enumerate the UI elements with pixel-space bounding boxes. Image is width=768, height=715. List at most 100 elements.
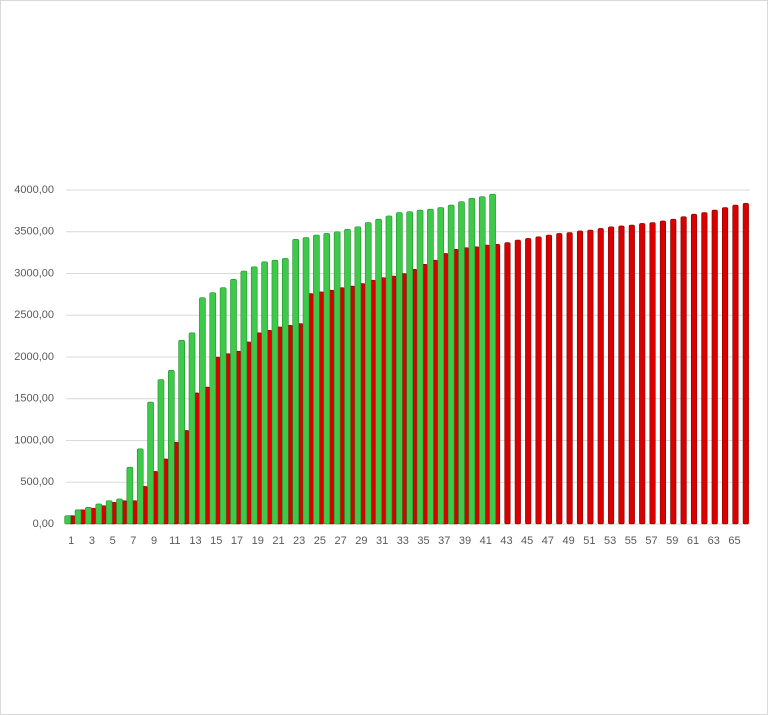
bar: [354, 226, 362, 525]
x-tick-label: 33: [397, 535, 409, 547]
bar: [364, 222, 372, 525]
x-tick-label: 65: [728, 535, 740, 547]
y-tick-label: 0,00: [33, 518, 54, 530]
bar: [271, 259, 279, 525]
bar: [489, 193, 496, 525]
y-tick-label: 3500,00: [14, 226, 54, 238]
bar: [219, 287, 227, 525]
x-tick-label: 13: [189, 535, 201, 547]
bar: [649, 222, 656, 525]
bar: [659, 220, 666, 525]
bar: [147, 401, 154, 525]
bar: [313, 234, 320, 525]
y-tick-label: 2000,00: [14, 351, 54, 363]
x-tick-label: 9: [151, 535, 157, 547]
bar: [168, 370, 175, 525]
bar: [240, 270, 248, 525]
bar: [742, 203, 749, 525]
bar: [576, 230, 584, 525]
bar: [282, 258, 289, 525]
x-tick-label: 37: [438, 535, 450, 547]
bar: [447, 204, 455, 525]
bar: [116, 498, 123, 525]
x-tick-label: 3: [89, 535, 95, 547]
x-tick-label: 51: [583, 535, 595, 547]
x-tick-label: 39: [459, 535, 471, 547]
bar: [597, 228, 604, 525]
bar: [199, 297, 206, 525]
y-tick-label: 2500,00: [14, 309, 54, 321]
bar: [105, 500, 113, 525]
bar: [478, 196, 486, 525]
bar: [504, 242, 511, 525]
bar: [732, 204, 739, 525]
x-tick-label: 45: [521, 535, 533, 547]
bar: [85, 506, 92, 525]
x-tick-label: 57: [645, 535, 657, 547]
x-tick-label: 23: [293, 535, 305, 547]
bar: [74, 509, 82, 525]
bar: [375, 218, 382, 525]
bar: [556, 233, 563, 525]
x-tick-label: 21: [272, 535, 284, 547]
bar: [157, 379, 165, 525]
y-tick-label: 3000,00: [14, 267, 54, 279]
x-tick-label: 49: [563, 535, 575, 547]
bar: [680, 216, 687, 525]
bar: [302, 237, 310, 525]
x-tick-label: 25: [314, 535, 326, 547]
bar: [427, 208, 434, 525]
bar: [323, 233, 331, 525]
bar: [514, 239, 521, 525]
x-tick-label: 11: [169, 535, 180, 547]
bar: [250, 266, 258, 525]
bar: [292, 238, 299, 525]
bar: [639, 223, 646, 525]
x-tick-label: 63: [708, 535, 720, 547]
bar: [396, 212, 403, 525]
x-tick-label: 31: [376, 535, 388, 547]
x-tick-label: 5: [110, 535, 116, 547]
x-tick-label: 27: [335, 535, 347, 547]
bar: [722, 207, 729, 525]
x-tick-label: 53: [604, 535, 616, 547]
x-tick-label: 47: [542, 535, 554, 547]
bar: [608, 226, 615, 525]
bar: [126, 466, 134, 525]
bar: [701, 212, 708, 525]
bar: [230, 279, 237, 525]
bar: [618, 225, 625, 525]
bar: [628, 224, 635, 525]
x-tick-label: 59: [666, 535, 678, 547]
y-tick-label: 500,00: [20, 476, 54, 488]
bar: [406, 211, 413, 525]
bar: [587, 229, 594, 525]
y-tick-label: 1000,00: [14, 434, 54, 446]
x-tick-label: 29: [355, 535, 367, 547]
bar: [136, 448, 144, 525]
bar: [711, 209, 718, 525]
bar: [545, 234, 552, 525]
bar: [209, 292, 217, 525]
x-tick-label: 19: [252, 535, 264, 547]
x-tick-label: 35: [417, 535, 429, 547]
x-tick-label: 41: [480, 535, 492, 547]
x-tick-label: 55: [625, 535, 637, 547]
bar: [670, 218, 677, 525]
bar: [95, 503, 103, 525]
bar: [333, 231, 341, 525]
bar: [458, 201, 465, 525]
bar: [178, 339, 185, 525]
bar: [690, 213, 698, 525]
x-tick-label: 7: [130, 535, 136, 547]
bar: [525, 238, 532, 525]
x-tick-label: 61: [687, 535, 699, 547]
bar: [468, 198, 476, 525]
bar: [344, 228, 351, 525]
y-tick-label: 1500,00: [14, 393, 54, 405]
bar: [437, 207, 445, 525]
bar: [566, 232, 573, 525]
bar: [385, 215, 393, 525]
bar: [188, 332, 196, 525]
